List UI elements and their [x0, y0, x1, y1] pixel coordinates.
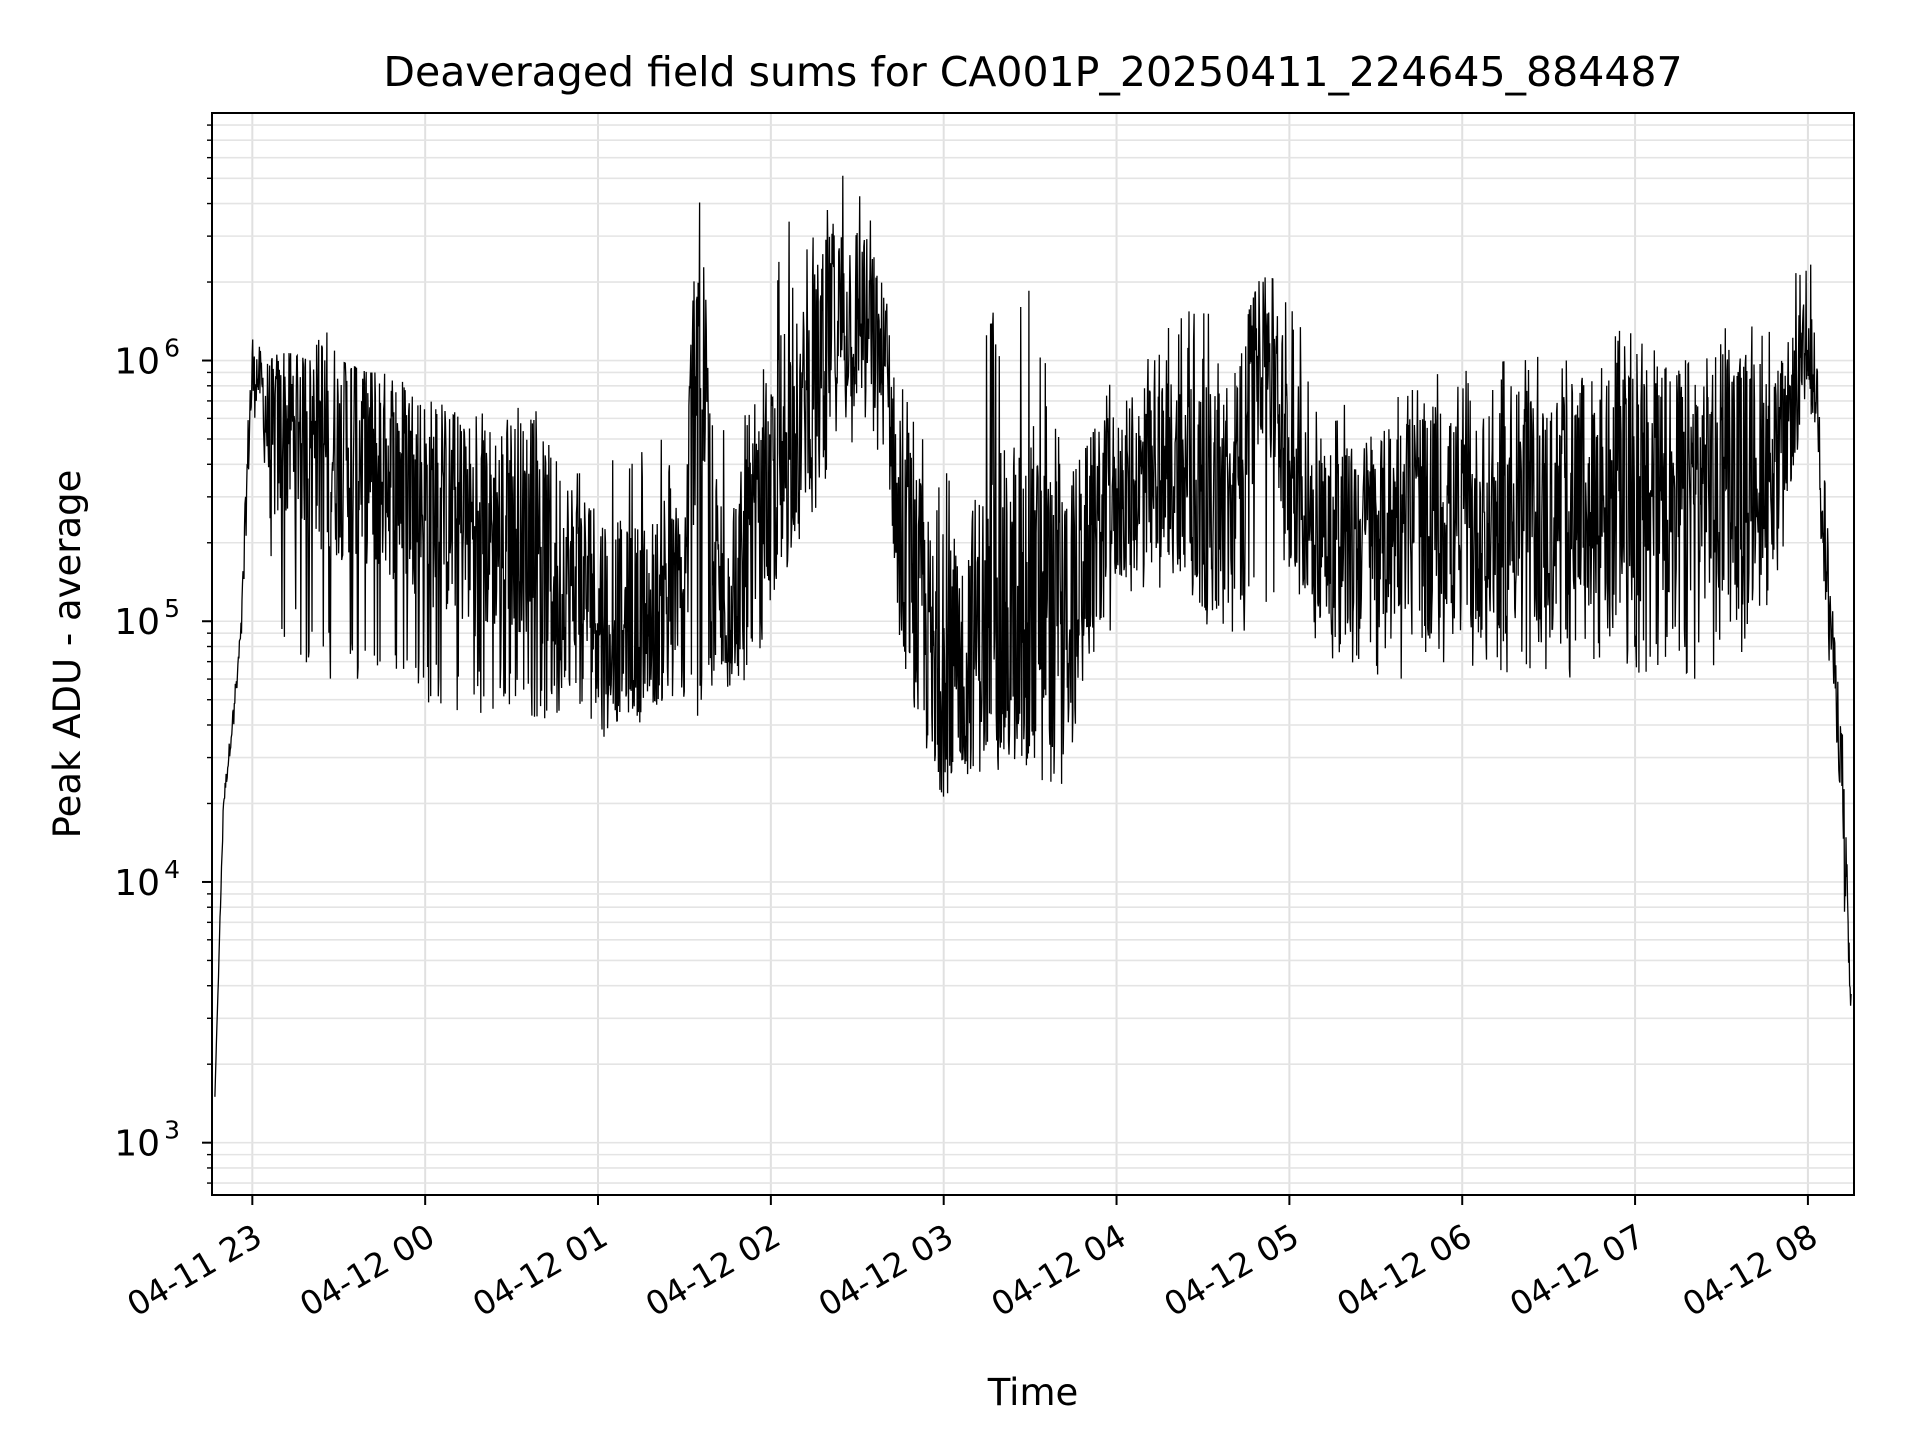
- series-line: [214, 175, 1852, 1097]
- y-tick-exponent: 3: [164, 1116, 180, 1145]
- y-tick-label: 10: [114, 1124, 160, 1165]
- y-tick-exponent: 5: [164, 594, 180, 623]
- y-axis-label: Peak ADU - average: [46, 470, 89, 839]
- x-axis-label: Time: [987, 1371, 1079, 1414]
- y-tick-label: 10: [114, 342, 160, 383]
- chart-title: Deaveraged field sums for CA001P_2025041…: [383, 48, 1682, 96]
- series-layer: [214, 175, 1852, 1097]
- y-tick-label: 10: [114, 602, 160, 643]
- y-tick-exponent: 4: [164, 855, 180, 884]
- y-tick-label: 10: [114, 863, 160, 904]
- plot-frame: [211, 112, 1855, 1196]
- y-tick-exponent: 6: [164, 334, 180, 363]
